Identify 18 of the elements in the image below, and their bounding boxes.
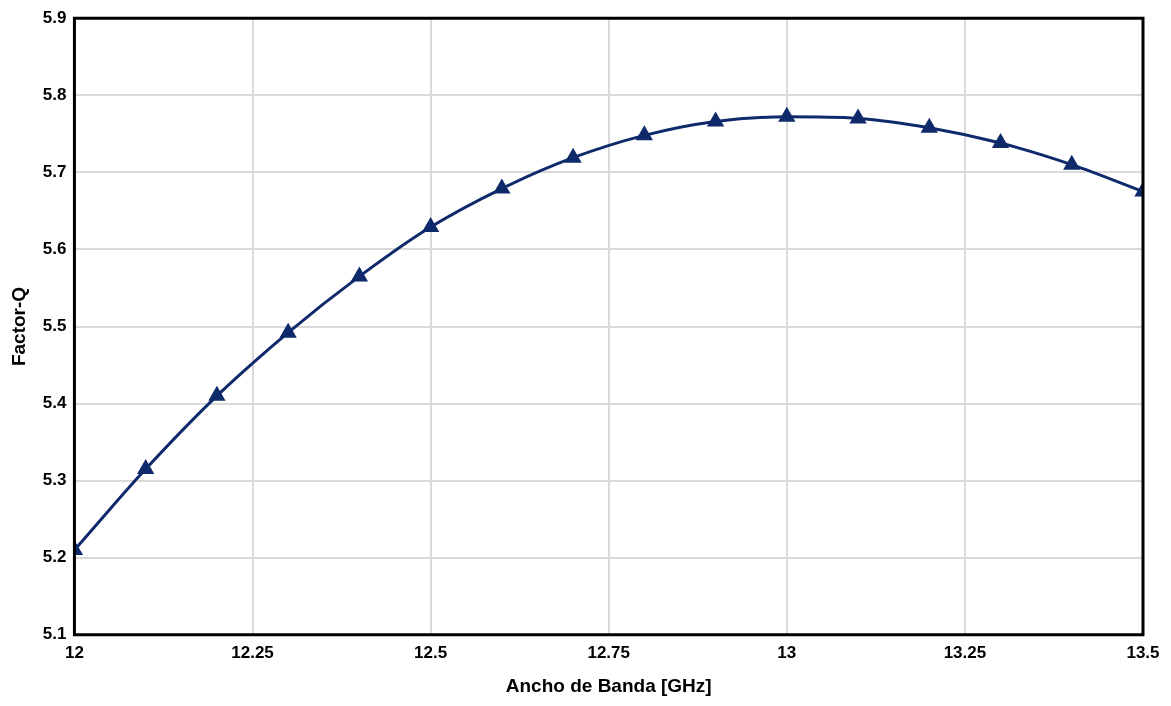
y-tick-label: 5.1 [42, 624, 67, 644]
y-axis-title: Factor-Q [7, 286, 29, 367]
x-tick-label: 13.5 [1126, 642, 1160, 662]
y-tick-label: 5.9 [42, 7, 67, 27]
y-tick-label: 5.3 [42, 470, 67, 490]
y-tick-label: 5.2 [42, 547, 67, 567]
y-tick-label: 5.7 [42, 162, 67, 182]
x-tick-label: 12 [64, 642, 84, 662]
x-tick-label: 13 [777, 642, 797, 662]
x-axis-title: Ancho de Banda [GHz] [505, 674, 712, 696]
x-tick-label: 13.25 [943, 642, 987, 662]
x-tick-label: 12.75 [587, 642, 630, 662]
y-tick-label: 5.8 [42, 84, 67, 104]
y-tick-label: 5.5 [42, 316, 67, 336]
x-tick-label: 12.5 [414, 642, 448, 662]
y-tick-label: 5.4 [42, 393, 67, 413]
y-tick-label: 5.6 [42, 239, 67, 259]
x-tick-label: 12.25 [231, 642, 274, 662]
